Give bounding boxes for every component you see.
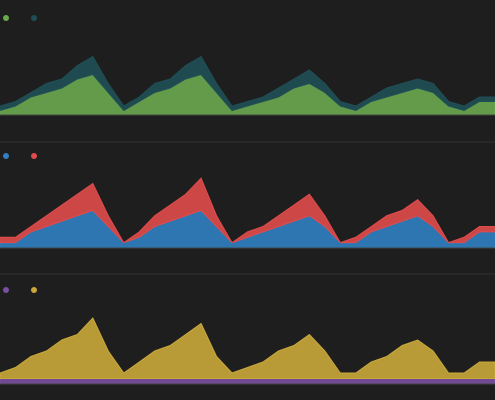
legend-swatch — [3, 153, 9, 159]
legend-swatch — [31, 287, 37, 293]
legend-swatch — [31, 153, 37, 159]
legend-swatch — [3, 287, 9, 293]
area — [0, 55, 495, 112]
legend-swatch — [3, 15, 9, 21]
legend-swatch — [31, 15, 37, 21]
area — [0, 177, 495, 244]
area — [0, 317, 495, 379]
area — [0, 378, 495, 385]
